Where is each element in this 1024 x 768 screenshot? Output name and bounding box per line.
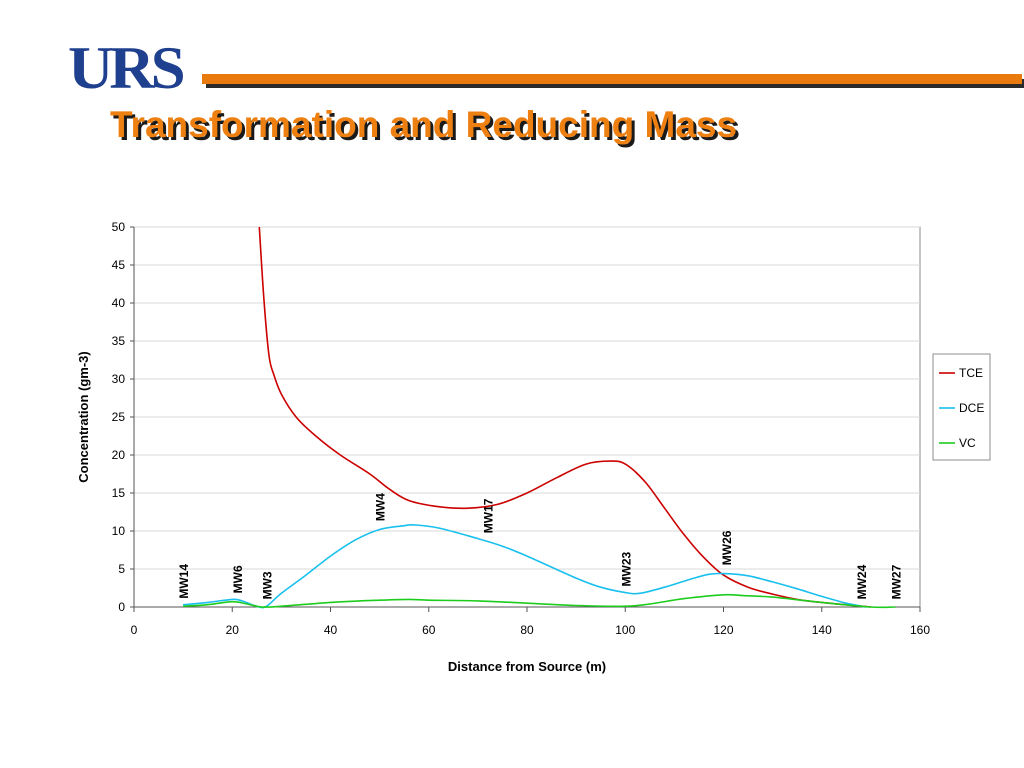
y-tick-label: 50 [112, 220, 126, 234]
y-tick-label: 30 [112, 372, 126, 386]
x-tick-label: 60 [422, 623, 436, 637]
well-label: MW17 [482, 498, 496, 533]
x-tick-label: 140 [812, 623, 832, 637]
y-axis-title: Concentration (gm-3) [76, 351, 91, 482]
y-tick-label: 45 [112, 258, 126, 272]
y-tick-label: 25 [112, 410, 126, 424]
y-tick-label: 15 [112, 486, 126, 500]
x-tick-label: 40 [324, 623, 338, 637]
well-label: MW4 [374, 493, 388, 521]
well-label: MW23 [619, 551, 633, 586]
y-tick-label: 40 [112, 296, 126, 310]
well-label: MW27 [889, 564, 903, 599]
well-label: MW3 [261, 571, 275, 599]
well-label: MW26 [720, 530, 734, 565]
legend-label: DCE [959, 401, 984, 415]
y-tick-label: 35 [112, 334, 126, 348]
y-tick-label: 5 [118, 562, 125, 576]
y-tick-label: 20 [112, 448, 126, 462]
header-rule [202, 74, 1022, 84]
series-line-tce [258, 226, 871, 608]
y-tick-label: 0 [118, 600, 125, 614]
x-tick-label: 100 [615, 623, 635, 637]
x-tick-label: 80 [520, 623, 534, 637]
x-tick-label: 0 [131, 623, 138, 637]
slide-title: Transformation and Reducing Mass [110, 104, 738, 145]
well-label: MW6 [231, 565, 245, 593]
x-tick-label: 160 [910, 623, 930, 637]
series-line-vc [183, 593, 896, 609]
x-tick-label: 120 [713, 623, 733, 637]
x-axis-title: Distance from Source (m) [448, 659, 606, 674]
legend-label: TCE [959, 366, 983, 380]
well-label: MW14 [177, 564, 191, 599]
well-label: MW24 [855, 564, 869, 599]
y-tick-label: 10 [112, 524, 126, 538]
x-tick-label: 20 [226, 623, 240, 637]
legend-label: VC [959, 436, 976, 450]
urs-logo: URS [68, 35, 186, 101]
